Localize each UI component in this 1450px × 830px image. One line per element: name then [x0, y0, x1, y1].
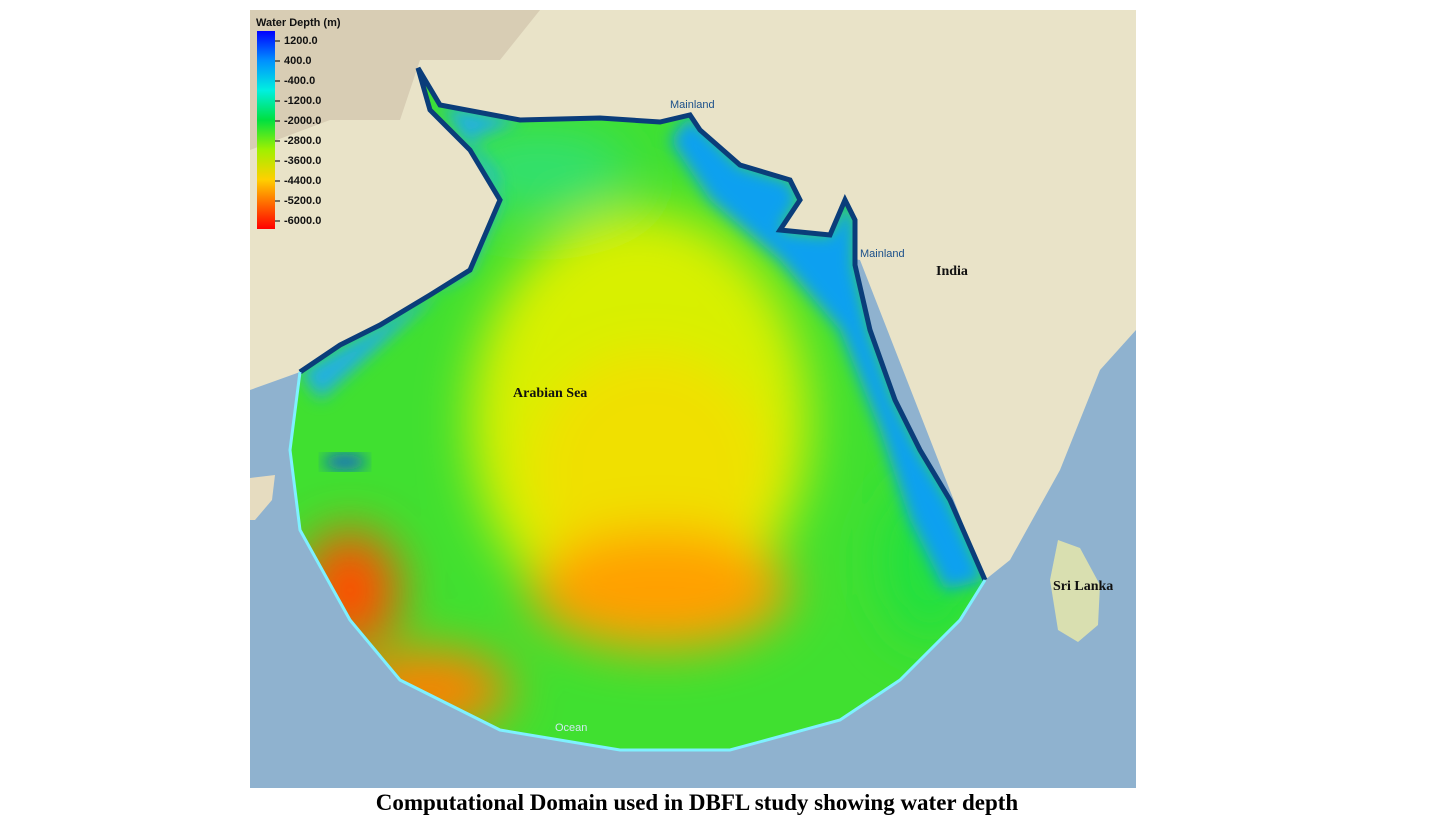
- coast-boundary: [298, 66, 988, 582]
- legend-label: -2000.0: [284, 115, 321, 127]
- map-label: Mainland: [670, 99, 715, 111]
- land: [250, 475, 275, 520]
- map-label: Mainland: [860, 248, 905, 260]
- legend: Water Depth (m) 1200.0 400.0 -400.0 -1200.0…: [256, 17, 341, 229]
- legend-label: -4400.0: [284, 175, 321, 187]
- legend-label: -3600.0: [284, 155, 321, 167]
- caption: Computational Domain used in DBFL study …: [376, 790, 1019, 815]
- legend-label: 1200.0: [284, 35, 318, 47]
- land: [1050, 540, 1100, 642]
- map-label: India: [936, 264, 968, 279]
- legend-label: -400.0: [284, 75, 315, 87]
- legend-label: -5200.0: [284, 195, 321, 207]
- legend-label: -1200.0: [284, 95, 321, 107]
- legend-label: -2800.0: [284, 135, 321, 147]
- legend-label: -6000.0: [284, 215, 321, 227]
- terrain: [250, 10, 540, 150]
- map: Mainland Mainland India Arabian Sea Sri …: [250, 10, 1136, 788]
- map-label: Arabian Sea: [513, 386, 587, 401]
- map-label: Sri Lanka: [1053, 579, 1113, 594]
- legend-title: Water Depth (m): [256, 17, 341, 29]
- color-bar: [257, 31, 275, 229]
- ocean-boundary: [288, 371, 987, 752]
- map-label: Ocean: [555, 722, 587, 734]
- legend-label: 400.0: [284, 55, 312, 67]
